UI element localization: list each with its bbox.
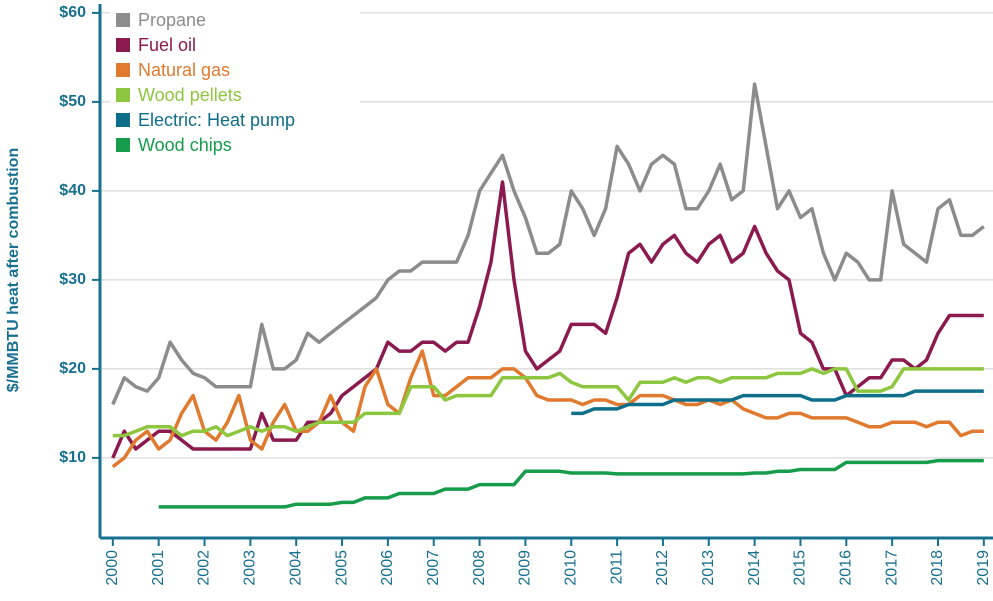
legend-label: Electric: Heat pump — [138, 110, 295, 130]
series-line — [111, 82, 985, 406]
x-tick-label: 2013 — [700, 550, 717, 586]
x-tick-label: 2018 — [929, 550, 946, 586]
legend-swatch — [116, 138, 130, 152]
legend-swatch — [116, 113, 130, 127]
x-tick-label: 2006 — [379, 550, 396, 586]
x-tick-label: 2002 — [196, 550, 213, 586]
x-tick-label: 2014 — [746, 550, 763, 586]
y-axis-label: $/MMBTU heat after combustion — [5, 148, 22, 392]
legend-label: Fuel oil — [138, 35, 196, 55]
legend-label: Natural gas — [138, 60, 230, 80]
y-tick-label: $40 — [59, 182, 86, 199]
x-tick-label: 2001 — [150, 550, 167, 586]
x-tick-label: 2004 — [287, 550, 304, 586]
legend-label: Wood pellets — [138, 85, 242, 105]
y-tick-label: $60 — [59, 4, 86, 21]
legend-swatch — [116, 63, 130, 77]
series-line — [571, 389, 984, 416]
x-tick-label: 2011 — [608, 550, 625, 585]
y-tick-label: $30 — [59, 271, 86, 288]
legend-swatch — [116, 38, 130, 52]
legend-background — [110, 6, 360, 166]
legend-swatch — [116, 88, 130, 102]
x-tick-label: 2009 — [517, 550, 534, 586]
legend-label: Wood chips — [138, 135, 232, 155]
x-tick-label: 2008 — [471, 550, 488, 586]
series-line — [111, 349, 984, 469]
x-tick-label: 2016 — [838, 550, 855, 586]
x-tick-label: 2003 — [242, 550, 259, 586]
y-tick-label: $10 — [59, 449, 86, 466]
legend-swatch — [116, 13, 130, 27]
x-tick-label: 2005 — [333, 550, 350, 586]
legend-label: Propane — [138, 10, 206, 30]
series-line — [112, 367, 984, 438]
x-tick-label: 2019 — [975, 550, 992, 586]
x-tick-label: 2007 — [425, 550, 442, 586]
x-tick-label: 2010 — [562, 550, 579, 586]
y-tick-label: $20 — [59, 360, 86, 377]
x-tick-label: 2012 — [654, 550, 671, 586]
x-tick-label: 2015 — [792, 550, 809, 586]
x-tick-label: 2000 — [104, 550, 121, 586]
series-line — [158, 458, 984, 509]
x-tick-label: 2017 — [883, 550, 900, 586]
series-line — [111, 180, 984, 459]
y-tick-label: $50 — [59, 93, 86, 110]
